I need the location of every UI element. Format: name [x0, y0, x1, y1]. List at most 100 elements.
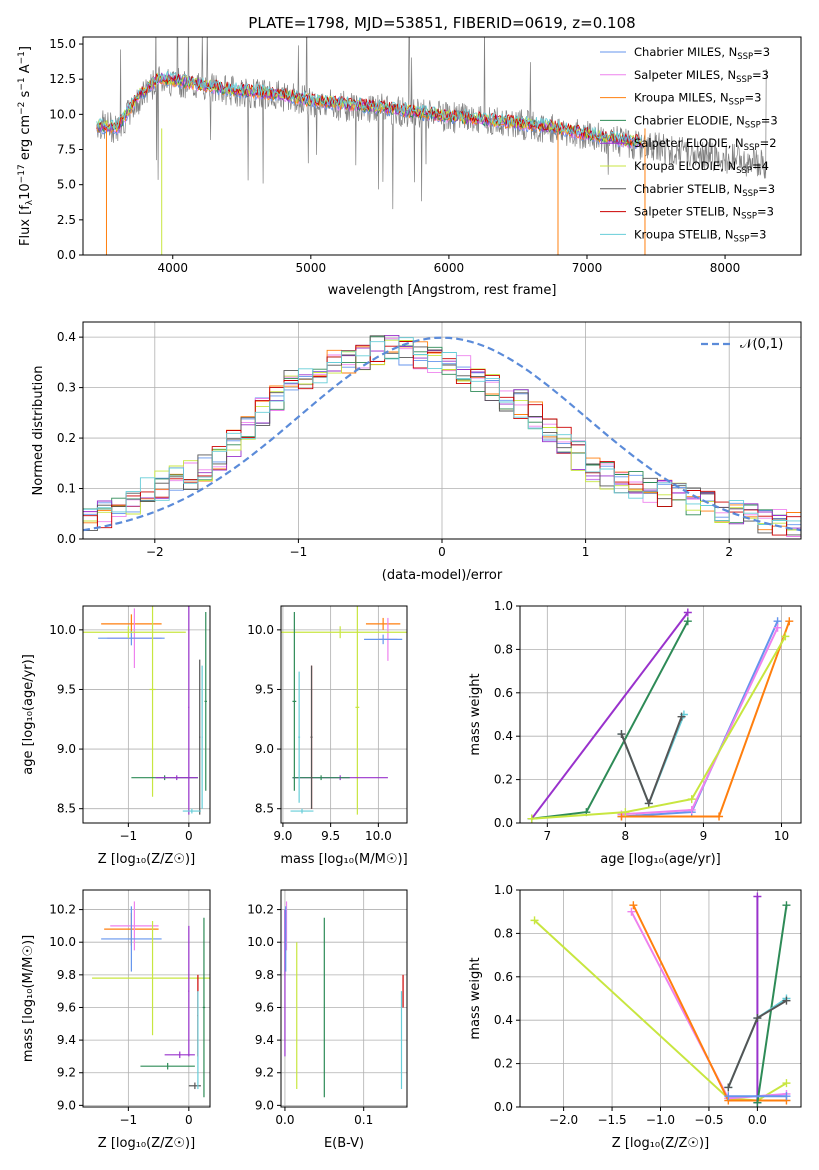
weight-marker: [627, 907, 636, 916]
y-tick-label: 8.5: [57, 802, 76, 816]
x-axis-label: wavelength [Angstrom, rest frame]: [328, 283, 557, 298]
weight-marker: [753, 1098, 762, 1107]
x-tick-label: −0.5: [694, 1113, 723, 1127]
x-axis-label: age [log₁₀(age/yr)]: [600, 852, 721, 867]
x-tick-label: −2: [146, 545, 164, 559]
legend-label: Chabrier MILES, NSSP=3: [634, 45, 770, 62]
x-tick-label: 4000: [157, 261, 188, 275]
weight-marker: [644, 799, 653, 808]
y-tick-label: 9.4: [255, 1033, 274, 1047]
y-tick-label: 2.5: [57, 213, 76, 227]
y-axis-label: mass weight: [468, 673, 483, 755]
x-tick-label: −1.5: [597, 1113, 626, 1127]
x-tick-label: 9: [700, 829, 708, 843]
x-axis-label: mass [log₁₀(M/M☉)]: [280, 852, 407, 867]
y-tick-label: 0.2: [494, 1057, 513, 1071]
plot-area: [530, 892, 791, 1107]
x-tick-label: 0: [185, 1113, 193, 1127]
model-spectrum: [96, 71, 642, 146]
weight-marker: [617, 812, 626, 821]
y-axis-label: mass weight: [468, 957, 483, 1039]
x-tick-label: 10: [774, 829, 789, 843]
y-tick-label: 1.0: [494, 883, 513, 897]
x-tick-label: 0.0: [275, 1113, 294, 1127]
weight-marker: [683, 608, 692, 617]
legend-label: Salpeter STELIB, NSSP=3: [634, 205, 774, 222]
axes-frame: [82, 36, 802, 256]
y-axis-label: age [log₁₀(age/yr)]: [21, 654, 36, 775]
y-tick-label: 1.0: [494, 599, 513, 613]
x-tick-label: 0: [438, 545, 446, 559]
panel-mass_vs_ebv: 0.0 0.1 9.0 9.2 9.4 9.6 9.8 10.0 10.2: [247, 889, 408, 1127]
panel-weight_vs_age: 7 8 9 10 0.0 0.2 0.4 0.6 0.8 1.0: [494, 599, 802, 843]
x-tick-label: 10.0: [365, 829, 392, 843]
x-tick-label: 0.0: [748, 1113, 767, 1127]
y-tick-label: 10.0: [49, 107, 76, 121]
y-tick-label: 9.6: [57, 1000, 76, 1014]
residual-histogram: [83, 337, 801, 525]
plot-area: [527, 608, 794, 823]
x-tick-label: 2: [725, 545, 733, 559]
x-tick-label: 1: [582, 545, 590, 559]
legend-label: Kroupa ELODIE, NSSP=4: [634, 159, 769, 176]
plot-area: [83, 334, 801, 537]
legend-label: Salpeter ELODIE, NSSP=2: [634, 136, 777, 153]
y-tick-label: 10.0: [49, 623, 76, 637]
weight-marker: [687, 805, 696, 814]
x-tick-label: −1.0: [646, 1113, 675, 1127]
y-tick-label: 0.3: [57, 381, 76, 395]
y-tick-label: 9.2: [255, 1066, 274, 1080]
weight-marker: [621, 808, 630, 817]
x-tick-label: 8000: [710, 261, 741, 275]
y-tick-label: 9.8: [57, 968, 76, 982]
y-tick-label: 9.2: [57, 1066, 76, 1080]
x-tick-label: 6000: [434, 261, 465, 275]
panel-spectrum: 4000 5000 6000 7000 8000 0.0 2.5 5.0 7.5 10.0 12.5…: [49, 36, 802, 275]
legend-label: Kroupa MILES, NSSP=3: [634, 91, 761, 108]
y-tick-label: 10.2: [247, 903, 274, 917]
y-tick-label: 0.8: [494, 642, 513, 656]
x-tick-label: 0: [185, 829, 193, 843]
x-tick-label: −1: [120, 829, 138, 843]
model-spectrum: [96, 75, 642, 150]
plot-area: [92, 901, 210, 1098]
weight-marker: [781, 632, 790, 641]
axes-frame: [280, 889, 408, 1108]
x-axis-label: (data-model)/error: [382, 568, 503, 583]
legend-label: 𝒩(0,1): [740, 337, 783, 352]
weight-marker: [677, 712, 686, 721]
weight-marker: [753, 892, 762, 901]
weight-line: [632, 904, 787, 1102]
x-tick-label: 9.5: [321, 829, 340, 843]
y-tick-label: 9.5: [57, 682, 76, 696]
axes-frame: [519, 889, 802, 1108]
panel-age_vs_mass: 9.0 9.5 10.0 8.5 9.0 9.5 10.0: [247, 605, 408, 843]
weight-marker: [724, 1083, 733, 1092]
y-tick-label: 0.0: [57, 248, 76, 262]
weight-marker: [782, 1079, 791, 1088]
y-tick-label: 9.5: [255, 682, 274, 696]
weight-marker: [724, 1092, 733, 1101]
weight-marker: [782, 901, 791, 910]
axes-frame: [519, 605, 802, 824]
y-tick-label: 9.4: [57, 1033, 76, 1047]
legend-label: Salpeter MILES, NSSP=3: [634, 68, 769, 85]
x-tick-label: 8: [622, 829, 630, 843]
panel-weight_vs_Z: −2.0 −1.5 −1.0 −0.5 0.0 0.0 0.2 0.4 0.6 0.8 1.0: [494, 883, 802, 1127]
y-tick-label: 0.6: [494, 970, 513, 984]
y-tick-label: 0.4: [494, 729, 513, 743]
y-tick-label: 10.0: [247, 935, 274, 949]
legend: 𝒩(0,1): [701, 337, 783, 352]
y-axis-label: mass [log₁₀(M/M☉)]: [21, 935, 36, 1062]
gaussian-curve: [83, 336, 801, 532]
weight-marker: [782, 996, 791, 1005]
x-tick-label: −1: [290, 545, 308, 559]
y-tick-label: 9.0: [255, 742, 274, 756]
legend-label: Chabrier STELIB, NSSP=3: [634, 182, 775, 199]
axes-frame: [280, 605, 408, 824]
plot-area: [83, 606, 207, 815]
x-tick-label: 7: [543, 829, 551, 843]
x-tick-label: −2.0: [549, 1113, 578, 1127]
x-tick-label: −1: [120, 1113, 138, 1127]
weight-marker: [782, 1092, 791, 1101]
